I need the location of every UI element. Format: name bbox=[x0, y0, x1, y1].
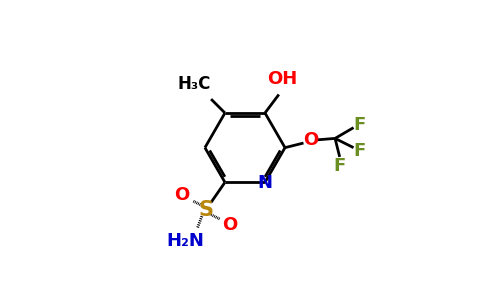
Text: F: F bbox=[354, 116, 366, 134]
Text: O: O bbox=[222, 216, 237, 234]
Text: O: O bbox=[303, 131, 319, 149]
Text: OH: OH bbox=[267, 70, 297, 88]
Text: O: O bbox=[174, 186, 189, 204]
Text: F: F bbox=[333, 157, 346, 175]
Text: N: N bbox=[257, 174, 272, 192]
Text: S: S bbox=[199, 200, 214, 220]
Text: H₂N: H₂N bbox=[166, 232, 204, 250]
Text: F: F bbox=[354, 142, 366, 160]
Text: H₃C: H₃C bbox=[178, 75, 211, 93]
